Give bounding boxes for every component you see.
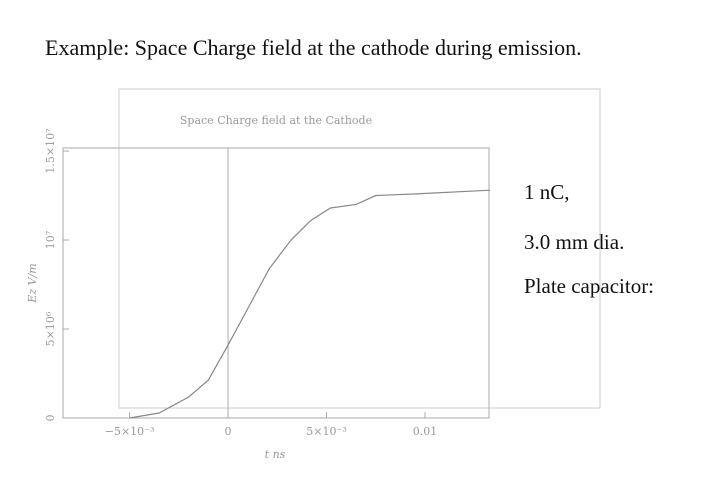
x-tick-label: 0.01 (413, 425, 438, 438)
bullet: 3.0 mm dia. (524, 230, 625, 254)
frame (118, 88, 601, 409)
data-line (129, 189, 491, 419)
plot-area (62, 147, 490, 419)
bullet: Plate capacitor: (524, 274, 655, 298)
bullet: 1 nC, (524, 180, 570, 204)
x-axis-label: t ns (265, 448, 286, 461)
y-tick-label: 1.5×10⁷ (44, 128, 57, 174)
x-tick-label: −5×10⁻³ (105, 425, 155, 438)
y-tick-label: 5×10⁶ (44, 311, 57, 346)
slide-title: Example: Space Charge field at the catho… (45, 35, 582, 60)
y-axis-label: Ez V/m (26, 263, 39, 303)
y-tick-label: 0 (44, 415, 57, 422)
x-tick-label: 0 (225, 425, 232, 438)
x-tick-label: 5×10⁻³ (306, 425, 346, 438)
y-tick-label: 10⁷ (44, 230, 57, 249)
chart-title: Space Charge field at the Cathode (180, 114, 372, 127)
